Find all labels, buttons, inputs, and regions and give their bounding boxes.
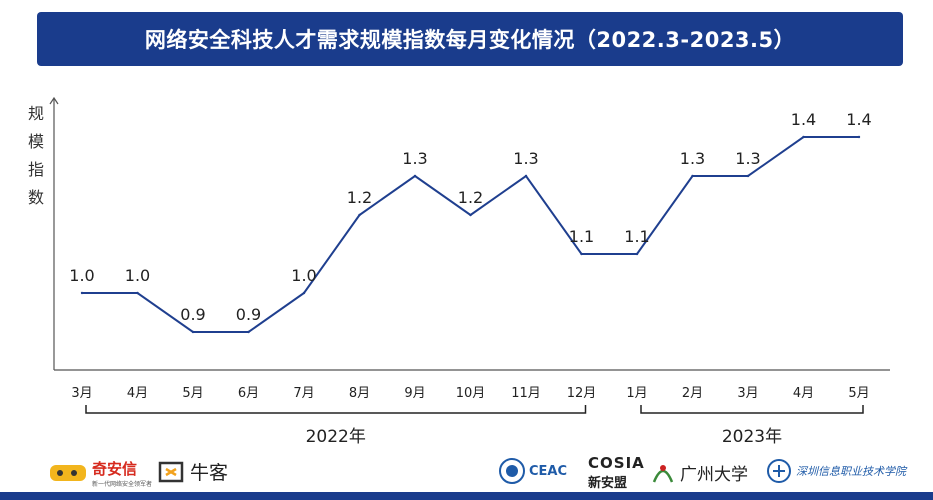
data-point	[358, 213, 361, 217]
y-axis-label: 规 模 指 数	[26, 100, 46, 212]
year-bracket	[640, 405, 864, 414]
gzhu-emblem-icon	[652, 465, 674, 483]
data-label: 1.3	[735, 149, 760, 168]
x-tick-label: 12月	[567, 386, 597, 401]
year-bracket	[85, 405, 587, 414]
cosia-name: COSIA	[588, 454, 645, 472]
data-label: 1.0	[291, 266, 316, 285]
sziit-emblem-icon	[767, 459, 791, 483]
data-point	[580, 252, 583, 256]
qianxin-mascot-icon	[50, 465, 86, 481]
line-chart: 1.0 1.0 0.9 0.9 1.0 1.2 1.3 1.2 1.3 1.1 1.1 1.3 1.3 1…	[49, 96, 890, 447]
data-label: 0.9	[180, 305, 205, 324]
data-point	[857, 135, 861, 139]
x-tick-label: 7月	[293, 386, 314, 401]
data-label: 1.0	[69, 266, 94, 285]
x-tick-label: 11月	[511, 386, 541, 401]
data-point	[524, 174, 528, 178]
y-axis-label-char: 数	[27, 188, 44, 207]
data-point	[802, 135, 805, 139]
data-label: 1.3	[402, 149, 427, 168]
ceac-name: CEAC	[529, 463, 568, 479]
nowcoder-logo: 牛客	[156, 458, 228, 485]
data-point	[469, 213, 472, 217]
ceac-logo: CEAC	[498, 456, 567, 486]
x-tick-label: 8月	[349, 386, 370, 401]
gzhu-logo: 广州大学	[650, 458, 748, 486]
cosia-logo: COSIA 新安盟	[588, 454, 645, 491]
x-tick-label: 10月	[456, 386, 486, 401]
x-tick-label: 4月	[127, 386, 148, 401]
data-label: 1.1	[569, 227, 594, 246]
data-label: 1.4	[846, 110, 871, 129]
x-tick-label: 2月	[682, 386, 703, 401]
data-point	[80, 291, 84, 295]
y-axis-arrow-icon	[49, 96, 59, 105]
data-point	[691, 174, 694, 178]
data-point	[191, 330, 195, 334]
nowcoder-name: 牛客	[190, 462, 229, 484]
data-point	[635, 252, 639, 256]
data-point	[247, 330, 250, 334]
cosia-sub: 新安盟	[588, 476, 628, 491]
y-axis-label-char: 规	[27, 104, 44, 123]
x-tick-label: 5月	[848, 386, 869, 401]
sziit-logo: 深圳信息职业技术学院	[766, 458, 906, 484]
gzhu-name: 广州大学	[680, 464, 748, 485]
bottom-bar	[0, 492, 933, 500]
x-tick-label: 9月	[404, 386, 425, 401]
data-label: 1.3	[680, 149, 705, 168]
data-label: 0.9	[236, 305, 261, 324]
data-point	[413, 174, 417, 178]
y-axis-label-char: 指	[27, 160, 44, 179]
data-label: 1.2	[458, 188, 483, 207]
x-tick-label: 3月	[737, 386, 758, 401]
data-label: 1.2	[347, 188, 372, 207]
data-label: 1.0	[125, 266, 150, 285]
x-tick-label: 1月	[626, 386, 647, 401]
year-label: 2023年	[722, 427, 782, 447]
ceac-emblem-icon	[499, 458, 525, 484]
data-point	[302, 291, 306, 295]
footer-logos: 奇安信 新一代网络安全领军者 牛客 CEAC COSIA 新安盟 广州大学 深	[0, 452, 933, 492]
year-label: 2022年	[306, 427, 366, 447]
data-point	[136, 291, 139, 295]
title-bar: 网络安全科技人才需求规模指数每月变化情况（2022.3-2023.5）	[37, 12, 903, 66]
sziit-name: 深圳信息职业技术学院	[796, 465, 906, 478]
data-label: 1.3	[513, 149, 538, 168]
data-label: 1.1	[624, 227, 649, 246]
x-tick-label: 5月	[182, 386, 203, 401]
chart-title: 网络安全科技人才需求规模指数每月变化情况（2022.3-2023.5）	[144, 28, 796, 52]
qianxin-slogan: 新一代网络安全领军者	[92, 481, 153, 488]
x-tick-label: 4月	[793, 386, 814, 401]
data-label: 1.4	[791, 110, 816, 129]
x-tick-label: 3月	[71, 386, 92, 401]
nowcoder-icon	[158, 461, 184, 482]
y-axis-label-char: 模	[27, 132, 44, 151]
x-tick-label: 6月	[238, 386, 259, 401]
qianxin-logo: 奇安信 新一代网络安全领军者	[48, 458, 152, 488]
qianxin-name: 奇安信	[92, 460, 138, 478]
data-point	[746, 174, 750, 178]
